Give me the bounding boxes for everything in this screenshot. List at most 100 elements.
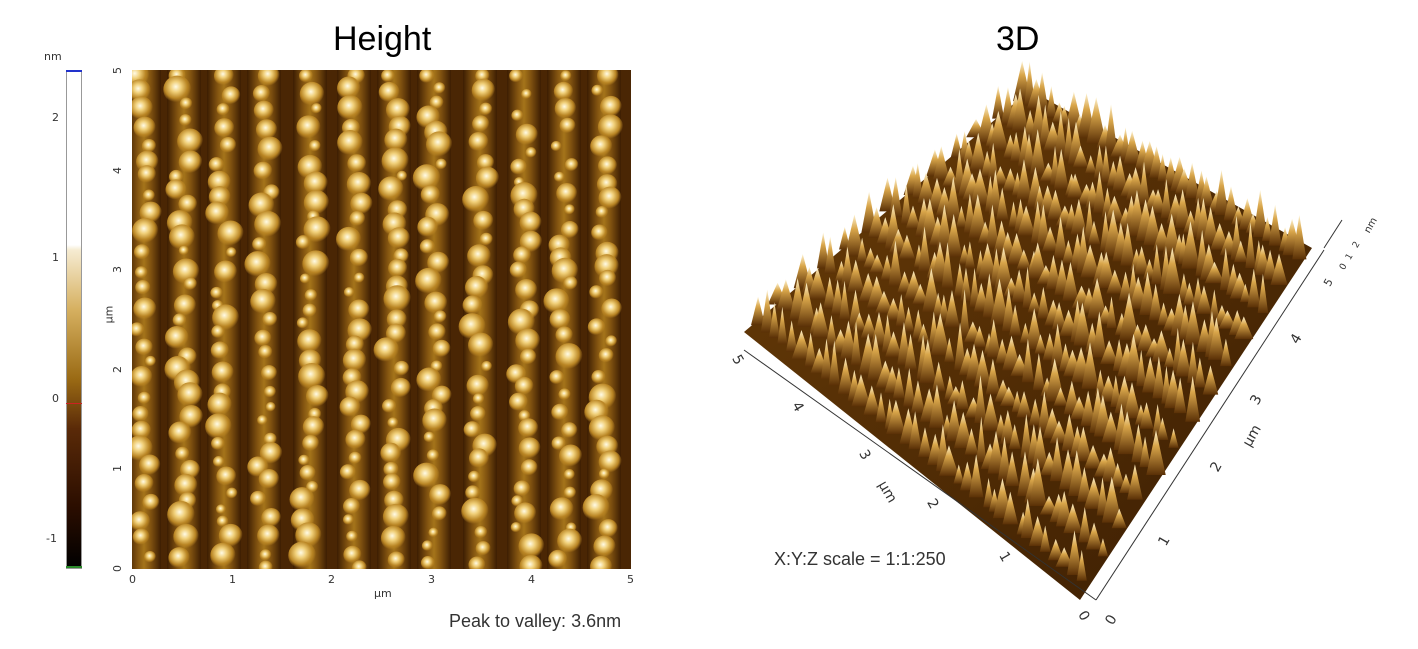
height-map-grain xyxy=(591,84,604,97)
height-map-grain xyxy=(559,444,583,468)
three-d-peak xyxy=(1020,413,1033,458)
three-d-peak xyxy=(968,194,988,239)
three-d-peak xyxy=(837,357,854,395)
height-map-grain xyxy=(211,436,225,451)
three-d-peak xyxy=(1157,153,1168,182)
height-map-grain xyxy=(560,221,579,239)
three-d-peak xyxy=(751,296,766,326)
height-map-grain xyxy=(553,81,574,102)
height-map-grain xyxy=(132,96,154,120)
height-map-grain xyxy=(423,431,435,443)
height-x-unit: µm xyxy=(374,587,392,600)
three-d-peak xyxy=(1097,251,1116,289)
three-d-peak xyxy=(953,411,973,449)
height-y-unit: µm xyxy=(102,305,116,324)
three-d-z-axis xyxy=(1323,219,1343,249)
height-map-grain xyxy=(226,487,238,499)
three-d-peak xyxy=(954,322,966,370)
three-d-peak xyxy=(1110,462,1125,487)
height-map-grain xyxy=(597,70,619,87)
three-d-peak xyxy=(908,411,922,450)
height-map-grain xyxy=(262,311,278,327)
height-map-grain xyxy=(179,114,192,127)
height-map-grain xyxy=(342,514,354,526)
height-map-grain xyxy=(513,246,532,265)
three-d-peak xyxy=(1037,391,1052,433)
three-d-peak xyxy=(867,333,885,381)
three-d-peak xyxy=(944,337,955,362)
three-d-peak xyxy=(905,205,921,229)
height-map-grain xyxy=(426,449,440,462)
height-map-grain xyxy=(335,226,362,253)
height-map-grain xyxy=(177,382,203,408)
three-d-peak xyxy=(1151,330,1172,362)
three-d-peak xyxy=(768,302,780,339)
three-d-peak xyxy=(1002,335,1021,371)
height-map-grain xyxy=(288,541,317,569)
three-d-peak xyxy=(931,361,946,392)
height-map-grain xyxy=(289,487,315,513)
three-d-peak xyxy=(850,321,862,366)
three-d-peak xyxy=(1156,417,1169,440)
height-map-grain xyxy=(598,468,610,480)
height-y-tick-2: 2 xyxy=(111,366,124,373)
three-d-peak xyxy=(1104,195,1125,222)
three-d-peak xyxy=(917,323,930,343)
height-map-grain xyxy=(175,446,190,462)
height-map-grain xyxy=(178,150,203,175)
height-map-grain xyxy=(342,348,367,373)
height-map-grain xyxy=(302,250,330,278)
height-map-grain xyxy=(381,399,397,414)
three-d-peak xyxy=(1257,273,1269,313)
three-d-peak xyxy=(1087,277,1108,319)
three-d-peak xyxy=(1139,436,1151,468)
three-d-peak xyxy=(889,177,903,218)
height-map-grain xyxy=(383,285,412,313)
three-d-peak xyxy=(922,267,941,313)
height-map-grain xyxy=(373,337,400,363)
height-map-grain xyxy=(299,273,311,284)
three-d-peak xyxy=(1050,323,1065,366)
height-map-grain xyxy=(416,367,442,393)
colorbar xyxy=(66,70,82,569)
three-d-peak xyxy=(1101,476,1122,523)
three-d-peak xyxy=(1083,477,1104,509)
height-map-grain xyxy=(303,171,328,196)
three-d-peak xyxy=(1047,538,1064,561)
height-map-grain xyxy=(250,490,267,507)
height-map-grain xyxy=(207,392,232,418)
height-map-grain xyxy=(428,323,446,342)
height-map-grain xyxy=(258,345,273,360)
three-d-peak xyxy=(983,478,994,508)
three-d-peak xyxy=(944,290,960,328)
three-d-peak xyxy=(796,282,817,327)
three-d-peak xyxy=(945,213,963,258)
height-map-grain xyxy=(173,523,199,550)
height-map-grain xyxy=(435,158,447,170)
three-d-peak xyxy=(1261,216,1273,242)
three-d-peak xyxy=(1005,451,1020,487)
three-d-peak xyxy=(969,267,980,308)
three-d-peak xyxy=(1037,286,1050,319)
height-map-grain xyxy=(137,165,157,184)
three-d-peak xyxy=(945,176,962,223)
three-d-peak xyxy=(1207,317,1225,360)
height-map-grain xyxy=(353,272,365,284)
three-d-peak xyxy=(1016,205,1036,236)
three-d-peak xyxy=(785,320,798,352)
three-d-peak xyxy=(919,339,937,384)
height-map-grain xyxy=(349,248,369,268)
height-map-grain xyxy=(518,533,545,560)
three-d-peak xyxy=(1016,391,1032,418)
height-x-tick-1: 1 xyxy=(229,573,236,586)
three-d-peak xyxy=(928,384,945,428)
three-d-peak xyxy=(1175,338,1192,377)
three-d-peak xyxy=(823,276,837,309)
three-d-peak xyxy=(1053,216,1068,259)
height-map-grain xyxy=(595,205,609,219)
three-d-peak xyxy=(1062,261,1079,301)
height-map-grain xyxy=(393,360,410,377)
three-d-peak xyxy=(970,168,990,206)
three-d-peak xyxy=(960,461,975,491)
height-map-grain xyxy=(519,211,542,234)
